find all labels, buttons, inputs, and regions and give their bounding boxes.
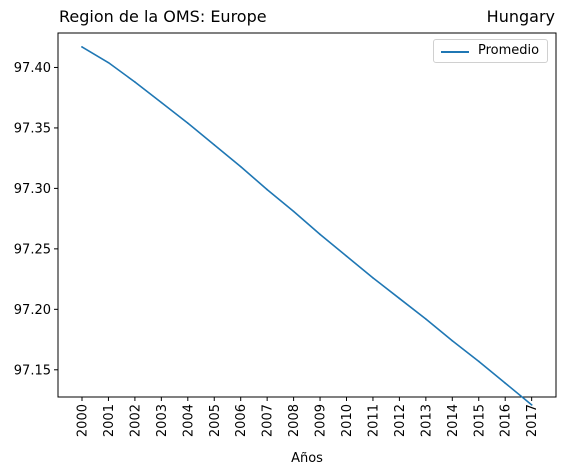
data-point [504,382,507,384]
data-point [398,297,401,300]
x-tick-label: 2014 [446,404,461,437]
x-axis: 2000 2001 2002 2003 2004 2005 2006 2007 2008 2009… [76,397,540,437]
x-axis-label: Años [291,451,323,466]
data-point [477,360,480,363]
chart-subtitle: Hungary [486,7,555,26]
x-tick-label: 2009 [314,404,329,437]
x-tick-label: 2006 [234,404,249,437]
data-point [266,188,268,191]
chart-title: Region de la OMS: Europe [59,7,267,26]
x-tick-label: 2001 [102,404,117,437]
data-point [239,165,242,168]
x-tick-label: 2010 [340,404,355,437]
y-tick-label: 97.40 [14,61,51,76]
x-tick-label: 2007 [261,404,276,437]
data-point [372,277,374,279]
y-tick-label: 97.35 [14,121,51,136]
series-line-promedio [81,46,533,406]
y-tick-label: 97.30 [14,182,51,197]
x-tick-label: 2002 [128,404,143,437]
data-point [530,404,533,406]
plot-frame [57,32,557,398]
y-tick-label: 97.25 [14,242,51,257]
data-point [81,46,83,48]
y-axis: 97.15 97.20 97.25 97.30 97.35 97.40 [14,61,58,378]
data-point [451,339,454,342]
x-tick-label: 2003 [155,404,170,437]
data-point [292,210,295,213]
x-tick-label: 2011 [366,404,381,437]
data-point [134,81,136,83]
data-point [107,61,110,64]
legend: Promedio [433,39,548,63]
x-tick-label: 2016 [499,404,514,437]
x-tick-label: 2017 [525,404,540,437]
x-tick-label: 2004 [181,404,196,437]
data-point [319,233,321,236]
data-point [213,144,216,146]
x-tick-label: 2012 [393,404,408,437]
x-tick-label: 2000 [76,404,91,437]
data-point [187,122,189,124]
y-tick-label: 97.15 [14,363,51,378]
data-point [345,255,348,257]
x-tick-label: 2015 [472,404,487,437]
data-point [425,318,427,320]
x-tick-label: 2005 [208,404,223,437]
data-point [160,101,163,104]
x-tick-label: 2008 [287,404,302,437]
y-tick-label: 97.20 [14,303,51,318]
x-tick-label: 2013 [419,404,434,437]
series-group [81,46,533,406]
legend-swatch-promedio [441,51,469,53]
legend-label-promedio: Promedio [478,43,540,58]
